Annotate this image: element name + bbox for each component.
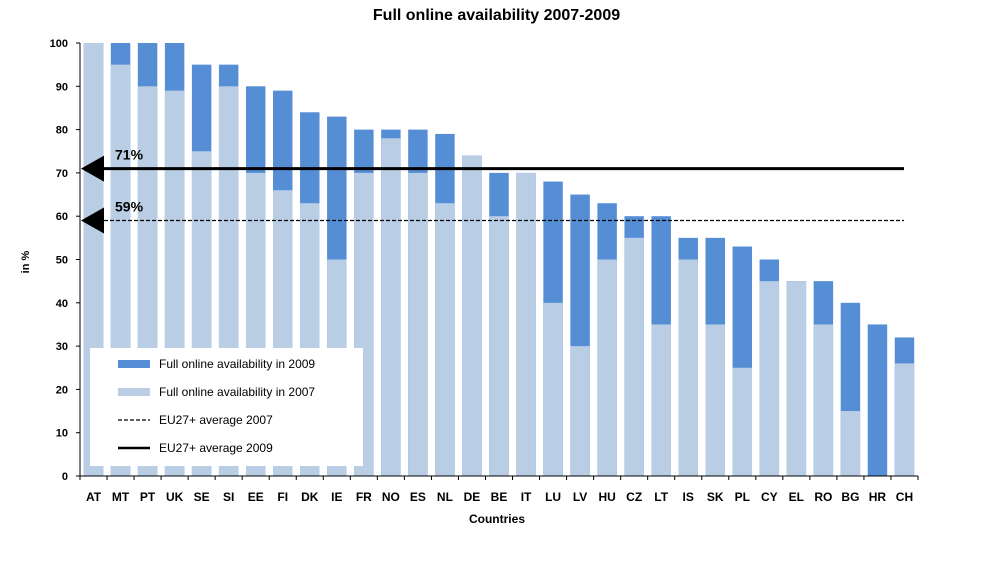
y-axis-label: in % xyxy=(20,250,32,273)
x-tick-label-si: SI xyxy=(223,490,234,504)
bar-2007-lt xyxy=(651,324,671,476)
bar-2007-es xyxy=(408,172,428,476)
bar-2007-el xyxy=(786,281,807,476)
bar-2007-ch xyxy=(894,363,915,476)
x-tick-label-at: AT xyxy=(86,490,102,504)
y-tick-label-60: 60 xyxy=(56,211,68,223)
bar-2009-hr xyxy=(867,324,888,476)
y-tick-label-100: 100 xyxy=(50,38,68,50)
bar-2007-cz xyxy=(624,237,644,476)
x-tick-label-no: NO xyxy=(382,490,400,504)
x-tick-label-hr: HR xyxy=(869,490,887,504)
bar-2007-pl xyxy=(732,367,753,476)
y-tick-label-40: 40 xyxy=(56,298,68,310)
bar-2007-no xyxy=(381,138,401,476)
y-tick-label-70: 70 xyxy=(56,168,68,180)
x-tick-label-nl: NL xyxy=(437,490,453,504)
average-arrow-59 xyxy=(81,207,104,234)
x-tick-label-dk: DK xyxy=(301,490,319,504)
y-tick-label-0: 0 xyxy=(62,471,68,483)
bar-2007-ro xyxy=(813,324,834,476)
legend-item-avg-2009-label: EU27+ average 2009 xyxy=(159,441,273,455)
x-tick-label-cz: CZ xyxy=(626,490,642,504)
x-tick-label-cy: CY xyxy=(761,490,778,504)
x-tick-label-mt: MT xyxy=(112,490,130,504)
bar-2007-be xyxy=(489,216,509,476)
y-tick-label-30: 30 xyxy=(56,341,68,353)
x-tick-label-lt: LT xyxy=(654,490,668,504)
x-tick-label-pt: PT xyxy=(140,490,156,504)
x-tick-label-el: EL xyxy=(789,490,804,504)
x-tick-label-lu: LU xyxy=(545,490,561,504)
x-tick-label-se: SE xyxy=(194,490,210,504)
y-tick-label-90: 90 xyxy=(56,81,68,93)
legend-item-2007-label: Full online availability in 2007 xyxy=(159,385,315,399)
bar-2007-hu xyxy=(597,259,617,476)
x-tick-label-fr: FR xyxy=(356,490,372,504)
x-tick-label-lv: LV xyxy=(573,490,587,504)
x-tick-label-ro: RO xyxy=(814,490,832,504)
bar-2007-it xyxy=(516,172,536,476)
average-label-71: 71% xyxy=(115,147,144,163)
bar-2007-sk xyxy=(705,324,725,476)
x-tick-label-is: IS xyxy=(683,490,694,504)
x-tick-label-bg: BG xyxy=(841,490,859,504)
x-tick-label-sk: SK xyxy=(707,490,724,504)
axes-layer: AT MT PT UK SE SI EE FI DK IE FR NO ES NL DE BE IT LU LV HU… xyxy=(50,38,919,504)
x-axis-label: Countries xyxy=(469,512,525,526)
average-label-59: 59% xyxy=(115,199,144,215)
bar-2007-is xyxy=(678,259,698,476)
x-tick-label-es: ES xyxy=(410,490,426,504)
y-tick-label-50: 50 xyxy=(56,255,68,267)
x-tick-label-ie: IE xyxy=(331,490,342,504)
bar-2007-nl xyxy=(435,203,455,476)
legend: Full online availability in 2009 Full onl… xyxy=(90,348,363,466)
chart-title: Full online availability 2007-2009 xyxy=(372,7,621,24)
legend-item-2007-swatch xyxy=(118,388,150,396)
x-tick-label-ee: EE xyxy=(248,490,264,504)
average-arrow-71 xyxy=(81,155,104,182)
x-tick-label-uk: UK xyxy=(166,490,184,504)
bar-2007-lv xyxy=(570,346,590,476)
bar-2007-de xyxy=(462,155,482,476)
x-tick-label-hu: HU xyxy=(598,490,615,504)
y-tick-label-10: 10 xyxy=(56,428,68,440)
x-tick-label-it: IT xyxy=(521,490,532,504)
x-tick-label-de: DE xyxy=(464,490,481,504)
bar-2007-lu xyxy=(543,302,563,476)
legend-item-2009-label: Full online availability in 2009 xyxy=(159,357,315,371)
bar-2007-bg xyxy=(840,411,861,476)
average-lines-layer: 59% 71% xyxy=(81,147,904,234)
y-tick-label-20: 20 xyxy=(56,384,68,396)
x-tick-label-pl: PL xyxy=(735,490,750,504)
legend-item-2009-swatch xyxy=(118,360,150,368)
y-tick-label-80: 80 xyxy=(56,125,68,137)
legend-item-avg-2007-label: EU27+ average 2007 xyxy=(159,413,273,427)
x-tick-label-ch: CH xyxy=(896,490,913,504)
x-tick-label-be: BE xyxy=(491,490,508,504)
bar-2007-cy xyxy=(759,281,780,476)
x-tick-label-fi: FI xyxy=(277,490,288,504)
